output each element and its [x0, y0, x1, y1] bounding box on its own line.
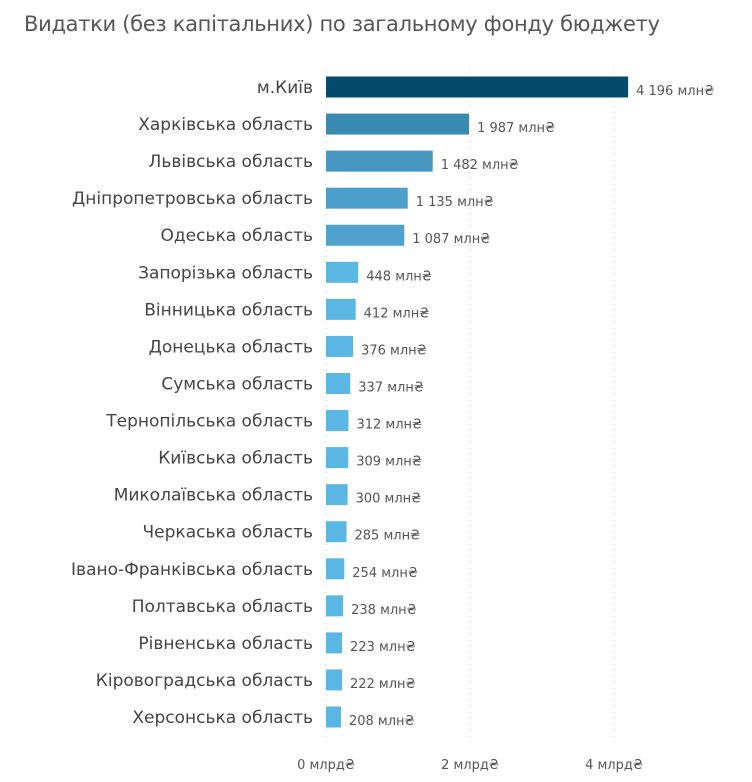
category-label: Херсонська область	[132, 708, 313, 728]
category-label: Донецька область	[149, 337, 313, 357]
data-label: 4 196 млн₴	[636, 84, 714, 99]
bar	[326, 595, 344, 617]
category-label: Миколаївська область	[114, 486, 313, 506]
bar	[326, 224, 405, 246]
category-label: м.Київ	[257, 78, 313, 98]
data-label: 222 млн₴	[350, 677, 416, 692]
bar	[326, 187, 408, 209]
category-label: Львівська область	[149, 152, 313, 172]
data-label: 376 млн₴	[361, 343, 427, 358]
data-label: 1 482 млн₴	[441, 158, 519, 173]
bar	[326, 372, 351, 394]
category-label: Івано-Франківська область	[71, 560, 313, 580]
x-tick-label: 2 млрд₴	[441, 758, 499, 773]
category-label: Одеська область	[161, 226, 314, 246]
category-label: Черкаська область	[143, 523, 313, 543]
bar	[326, 335, 354, 357]
category-label: Сумська область	[161, 374, 313, 394]
category-label: Харківська область	[138, 115, 313, 135]
category-label: Кіровоградська область	[96, 671, 313, 691]
category-label: Запорізька область	[138, 263, 313, 283]
data-label: 309 млн₴	[356, 455, 422, 470]
bar	[326, 150, 433, 172]
data-label: 238 млн₴	[351, 603, 417, 618]
category-label: Тернопільська область	[105, 412, 313, 432]
category-label: Вінницька область	[144, 300, 313, 320]
data-label: 285 млн₴	[355, 529, 421, 544]
data-label: 448 млн₴	[366, 269, 432, 284]
bar	[326, 521, 347, 543]
bar	[326, 447, 349, 469]
bar	[326, 669, 342, 691]
data-label: 1 135 млн₴	[416, 195, 494, 210]
data-label: 1 987 млн₴	[477, 121, 555, 136]
bar	[326, 632, 343, 654]
data-label: 1 087 млн₴	[412, 232, 490, 247]
chart-title: Видатки (без капітальних) по загальному …	[24, 12, 660, 36]
data-label: 223 млн₴	[350, 640, 416, 655]
data-label: 254 млн₴	[352, 566, 418, 581]
bar	[326, 76, 629, 98]
bar	[326, 261, 359, 283]
data-label: 337 млн₴	[358, 380, 424, 395]
category-label: Рівненська область	[138, 634, 313, 654]
data-label: 208 млн₴	[349, 714, 415, 729]
x-tick-label: 0 млрд₴	[297, 758, 355, 773]
category-label: Полтавська область	[132, 597, 313, 617]
x-tick-label: 4 млрд₴	[585, 758, 643, 773]
bar	[326, 410, 349, 432]
category-label: Дніпропетровська область	[72, 189, 313, 209]
bar	[326, 484, 348, 506]
category-label: Київська область	[158, 449, 313, 469]
bar	[326, 706, 341, 728]
data-label: 300 млн₴	[356, 492, 422, 507]
bar	[326, 113, 470, 135]
data-label: 312 млн₴	[356, 418, 422, 433]
data-label: 412 млн₴	[364, 306, 430, 321]
bar	[326, 298, 356, 320]
bar	[326, 558, 345, 580]
